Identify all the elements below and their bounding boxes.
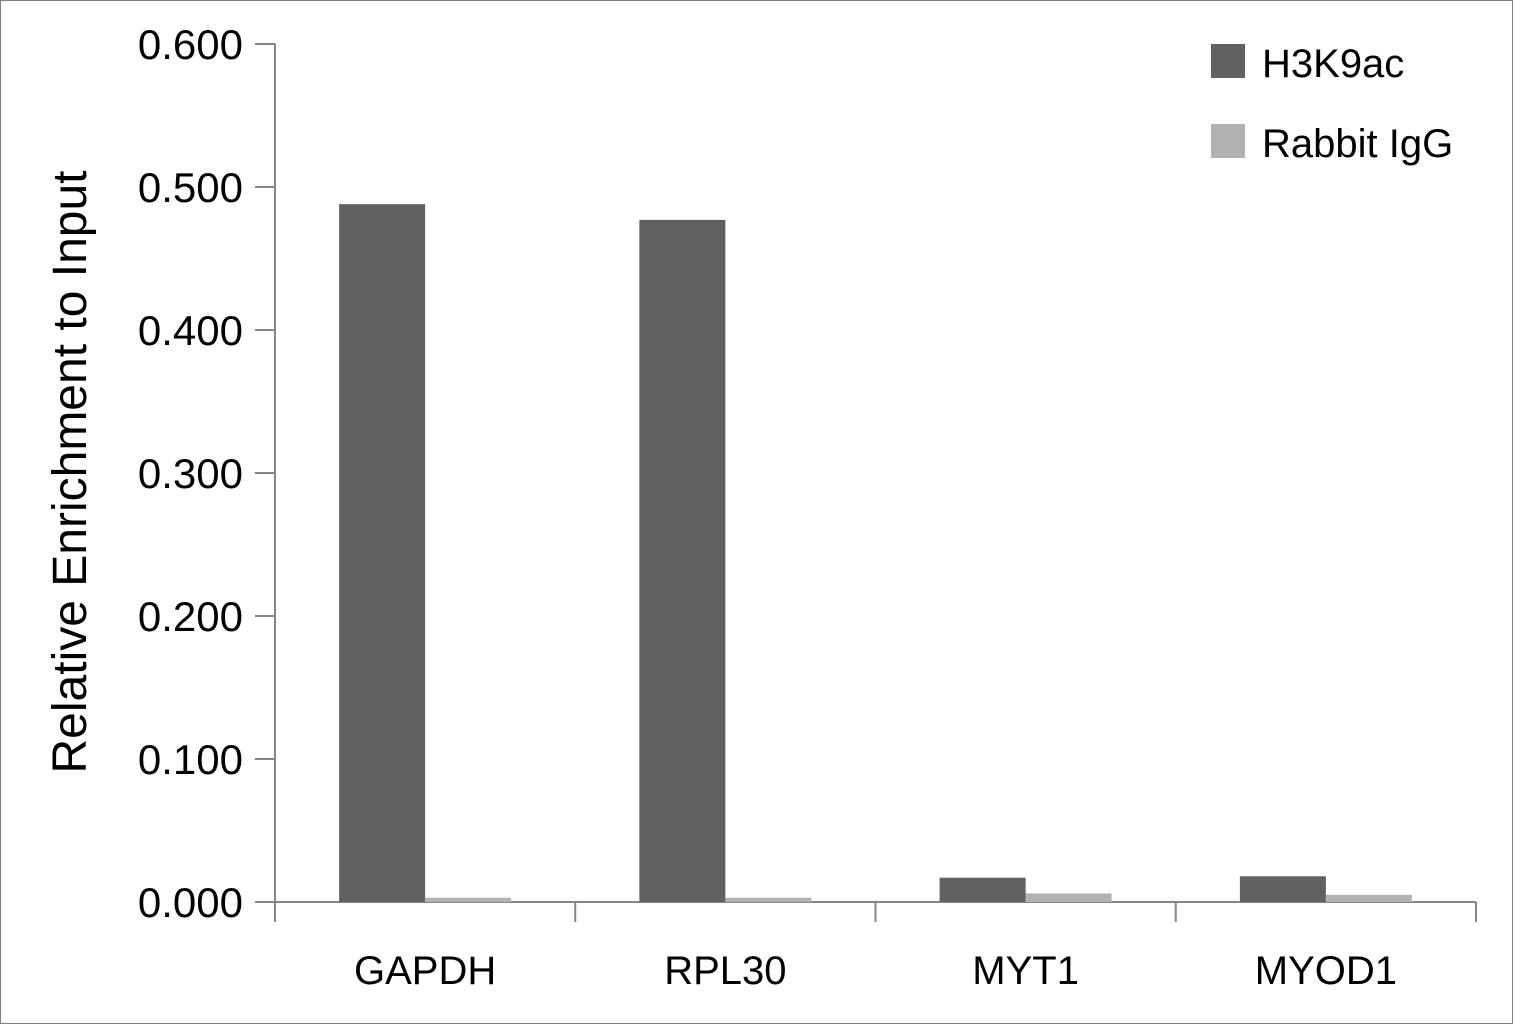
y-axis-title: Relative Enrichment to Input — [44, 171, 97, 774]
y-tick-label: 0.600 — [138, 21, 243, 68]
bar-h3k9ac-gapdh — [339, 204, 426, 902]
bar-h3k9ac-rpl30 — [639, 219, 726, 902]
bar-h3k9ac-myt1 — [939, 877, 1026, 902]
legend-swatch — [1211, 44, 1245, 78]
y-tick-label: 0.000 — [138, 879, 243, 926]
x-category-label: GAPDH — [354, 949, 496, 993]
legend: H3K9ac Rabbit IgG — [1211, 42, 1453, 166]
x-category-label: RPL30 — [664, 949, 786, 993]
y-tick-label: 0.100 — [138, 736, 243, 783]
bar-h3k9ac-myod1 — [1239, 876, 1326, 902]
y-tick-label: 0.200 — [138, 593, 243, 640]
bar-rabbit-igg-gapdh — [425, 897, 512, 902]
x-category-label: MYT1 — [972, 949, 1079, 993]
x-category-label: MYOD1 — [1255, 949, 1397, 993]
bar-rabbit-igg-myt1 — [1025, 893, 1112, 902]
bars — [339, 204, 1412, 902]
legend-label: Rabbit IgG — [1262, 122, 1453, 166]
y-axis: 0.000 0.100 0.200 0.300 0.400 0.500 0.600 — [138, 21, 276, 926]
y-tick-label: 0.300 — [138, 450, 243, 497]
legend-swatch — [1211, 124, 1245, 158]
x-axis: GAPDH RPL30 MYT1 MYOD1 — [274, 901, 1477, 993]
y-tick-label: 0.500 — [138, 164, 243, 211]
legend-label: H3K9ac — [1262, 42, 1404, 86]
y-tick-label: 0.400 — [138, 307, 243, 354]
bar-rabbit-igg-myod1 — [1325, 894, 1412, 902]
bar-rabbit-igg-rpl30 — [725, 897, 812, 902]
